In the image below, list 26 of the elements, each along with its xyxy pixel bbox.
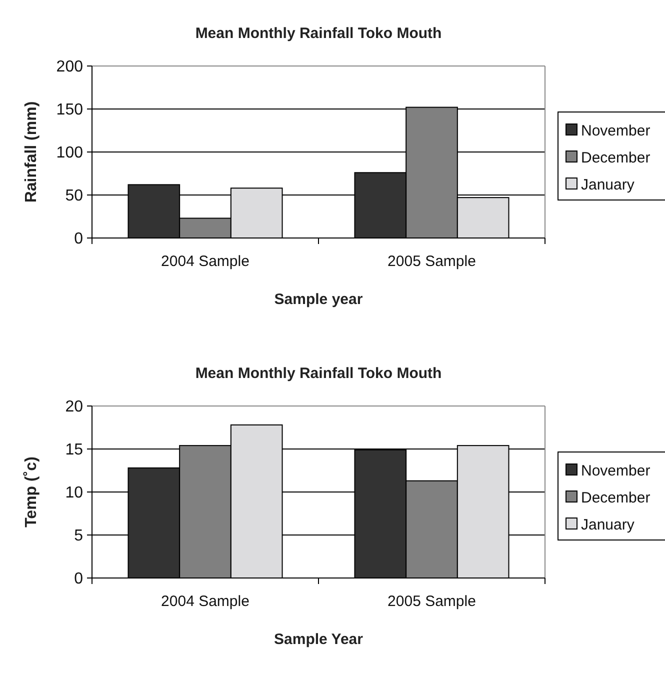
y-tick-label: 20 [65,398,84,416]
x-tick-label: 2005 Sample [388,253,476,270]
x-tick-label: 2005 Sample [388,593,476,610]
y-tick-label: 0 [74,230,84,248]
legend-label: November [581,462,650,480]
y-tick-label: 0 [74,570,84,588]
legend-label: December [581,149,650,166]
x-axis-title: Sample Year [274,631,364,648]
x-tick-label: 2004 Sample [161,593,250,610]
legend-label: January [581,516,635,534]
y-tick-label: 50 [65,188,84,205]
y-tick-label: 100 [56,144,84,162]
legend-label: December [581,489,650,506]
x-axis-title: Sample year [274,291,363,308]
y-tick-label: 150 [56,102,84,119]
y-tick-label: 15 [65,442,84,459]
chart-title: Mean Monthly Rainfall Toko Mouth [195,365,442,382]
y-tick-label: 10 [65,484,84,502]
y-axis-title: Rainfall (mm) [23,101,40,203]
y-axis-title: Temp (˚c) [23,456,40,528]
y-tick-label: 5 [74,528,84,545]
y-tick-label: 200 [56,58,84,76]
chart-title: Mean Monthly Rainfall Toko Mouth [195,25,442,42]
legend-label: January [581,176,635,194]
x-tick-label: 2004 Sample [161,253,250,270]
legend-label: November [581,122,650,140]
